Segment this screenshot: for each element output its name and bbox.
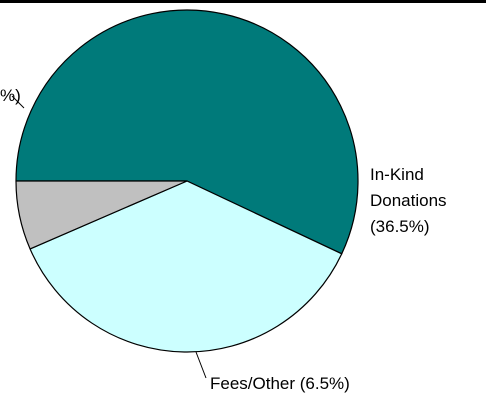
pie-slices: [15, 9, 359, 353]
slice-label-inkind-line2: Donations: [370, 191, 447, 210]
leader-line-fees: [195, 351, 207, 379]
slice-label-inkind-line3: (36.5%): [370, 217, 430, 236]
slice-label-inkind-line1: In-Kind: [370, 165, 424, 184]
slice-label-fees: Fees/Other (6.5%): [210, 374, 350, 393]
pie-slice-dark-teal: [15, 9, 359, 255]
leader-line-left: [11, 95, 25, 109]
pie-slice-fees-other: [15, 180, 188, 250]
top-border-line: [0, 0, 486, 3]
pie-slice-in-kind-donations: [29, 180, 343, 353]
slice-label-left-partial: %): [0, 86, 21, 105]
